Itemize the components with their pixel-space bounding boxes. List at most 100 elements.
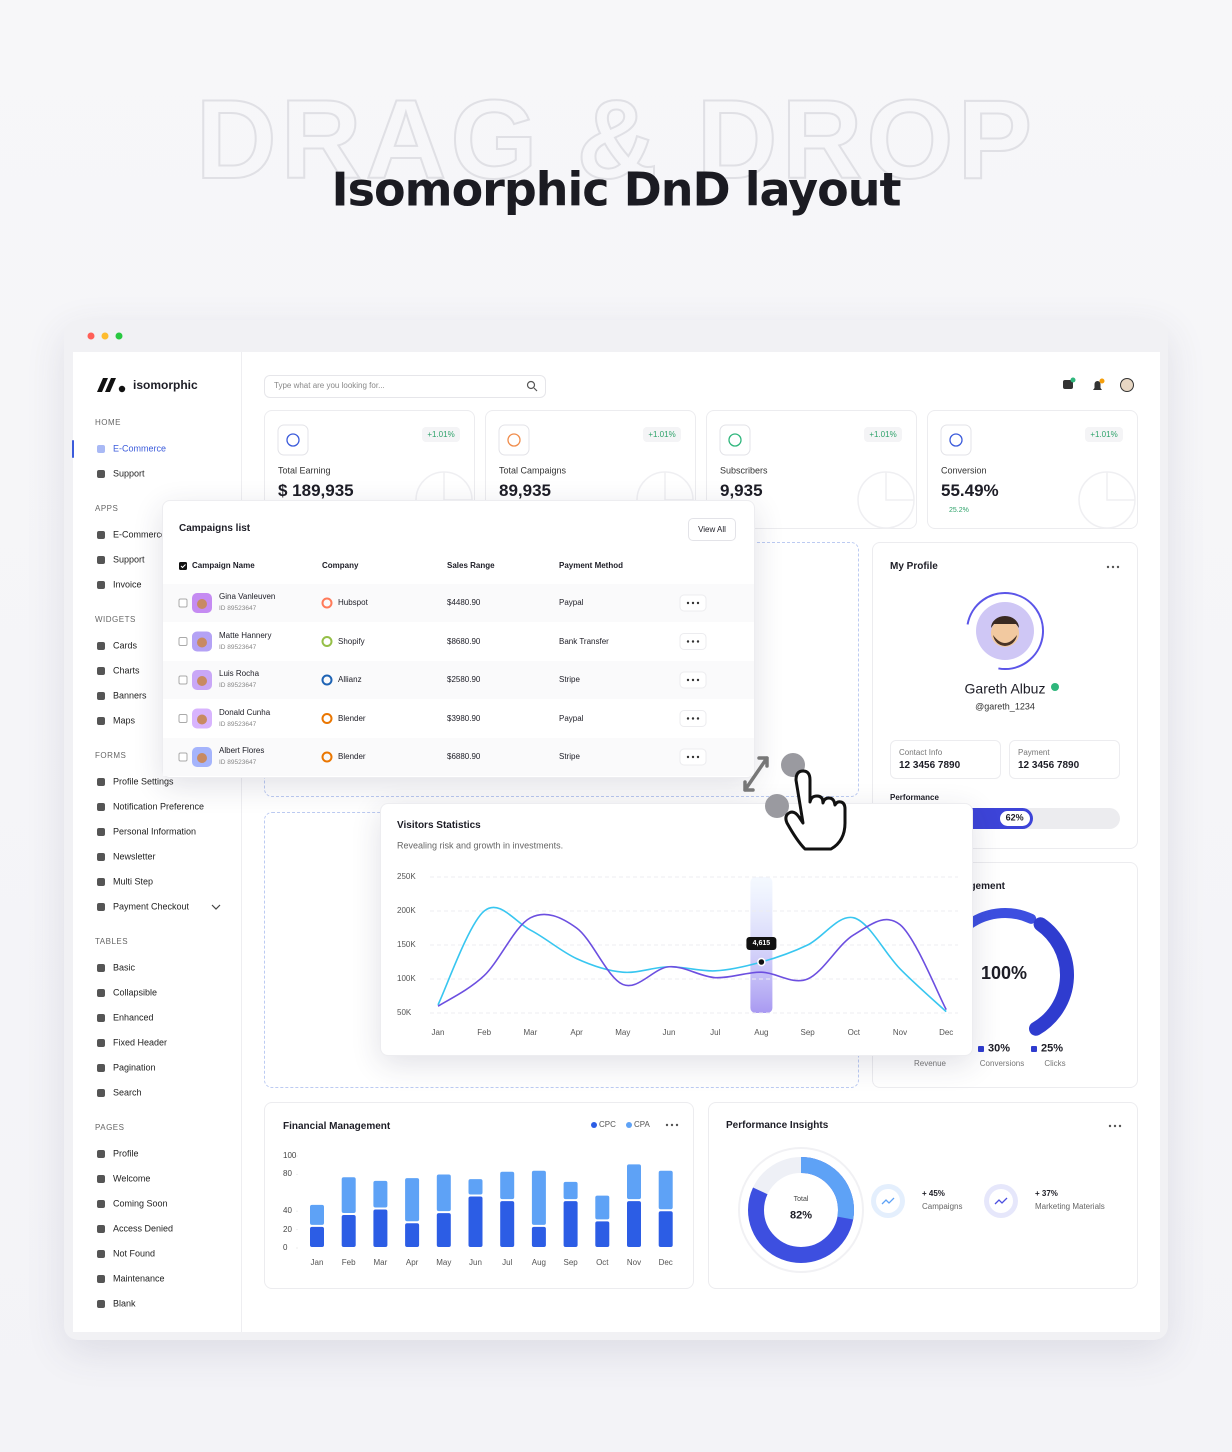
hand bbox=[784, 769, 847, 851]
contact-value: 12 3456 7890 bbox=[1018, 760, 1080, 771]
y-tick-label: 20 bbox=[283, 1224, 292, 1234]
legend-label: CPC bbox=[599, 1120, 616, 1130]
row-bg bbox=[163, 584, 754, 622]
visitors-chart-group bbox=[430, 876, 958, 1014]
nav-item[interactable]: Coming Soon bbox=[113, 1198, 168, 1209]
nav-item[interactable]: Collapsible bbox=[113, 987, 158, 998]
payment-method: Paypal bbox=[559, 598, 584, 608]
bar bbox=[500, 1171, 515, 1200]
nav-item[interactable]: Multi Step bbox=[113, 876, 154, 887]
nav-item[interactable]: Support bbox=[113, 554, 145, 565]
nav-item[interactable]: Blank bbox=[113, 1298, 136, 1309]
nav-item[interactable]: Charts bbox=[113, 665, 140, 676]
nav-icon bbox=[97, 853, 105, 861]
bell-badge bbox=[1099, 378, 1105, 384]
view-all-button[interactable] bbox=[688, 518, 736, 541]
nav-icon bbox=[97, 964, 105, 972]
x-tick-label: Dec bbox=[658, 1258, 673, 1268]
campaign-name: Gina Vanleuven bbox=[219, 592, 276, 602]
more-dot bbox=[696, 601, 700, 605]
more-dot bbox=[686, 717, 690, 720]
bar bbox=[468, 1179, 483, 1195]
visitors-card bbox=[380, 803, 973, 1056]
nav-item[interactable]: Maintenance bbox=[113, 1273, 165, 1284]
financial-chart bbox=[296, 1122, 679, 1249]
more-dot bbox=[691, 640, 695, 643]
stat-value: 89,935 bbox=[499, 480, 551, 500]
row-avatar-face bbox=[197, 599, 207, 609]
gauge-arc bbox=[960, 908, 1037, 933]
more-dot bbox=[1108, 1124, 1112, 1128]
stat-change: +1.01% bbox=[869, 430, 897, 440]
bar bbox=[405, 1178, 420, 1222]
contact-box bbox=[890, 740, 1001, 779]
drag-cursor bbox=[743, 753, 847, 851]
nav-item[interactable]: Access Denied bbox=[113, 1223, 174, 1234]
search-box[interactable] bbox=[264, 375, 546, 398]
nav-item[interactable]: Fixed Header bbox=[113, 1037, 168, 1048]
nav-icon bbox=[97, 1014, 105, 1022]
payment-method: Stripe bbox=[559, 675, 580, 685]
stat-icon-box bbox=[277, 424, 309, 456]
more-dot bbox=[1111, 565, 1115, 569]
nav-item[interactable]: Cards bbox=[113, 640, 138, 651]
logo bbox=[97, 378, 126, 393]
stat-change: +1.01% bbox=[427, 430, 455, 440]
nav-icon bbox=[97, 1300, 105, 1308]
nav-item[interactable]: Search bbox=[113, 1087, 142, 1098]
messages-badge bbox=[1070, 377, 1076, 383]
bar bbox=[310, 1226, 324, 1247]
stat-change: +1.01% bbox=[1090, 430, 1118, 440]
nav-icon bbox=[97, 692, 105, 700]
contact-label: Contact Info bbox=[899, 748, 943, 758]
nav-item[interactable]: Not Found bbox=[113, 1248, 156, 1259]
y-tick-label: 250K bbox=[397, 872, 416, 882]
x-tick-label: Nov bbox=[892, 1028, 908, 1038]
row-checkbox bbox=[178, 714, 188, 723]
sales-range: $6880.90 bbox=[447, 752, 481, 762]
row-avatar-face bbox=[197, 714, 207, 725]
nav-item[interactable]: E-Commerce bbox=[113, 529, 167, 540]
stat-icon bbox=[507, 433, 521, 447]
nav-item[interactable]: E-Commerce bbox=[113, 443, 167, 454]
nav-item[interactable]: Payment Checkout bbox=[113, 901, 190, 912]
more-dot bbox=[686, 678, 690, 682]
campaign-id: ID 89523647 bbox=[219, 720, 257, 728]
header-checkbox bbox=[179, 562, 187, 570]
insights-chart bbox=[738, 1124, 1122, 1273]
logo-group bbox=[97, 378, 126, 393]
nav-icon bbox=[97, 828, 105, 836]
nav-item[interactable]: Basic bbox=[113, 962, 136, 973]
campaigns-title: Campaigns list bbox=[179, 523, 251, 534]
nav-item[interactable]: Support bbox=[113, 468, 145, 479]
nav-section: TABLES bbox=[95, 937, 129, 947]
nav-item[interactable]: Pagination bbox=[113, 1062, 156, 1073]
nav-item[interactable]: Newsletter bbox=[113, 851, 156, 862]
change-badge bbox=[422, 427, 460, 442]
nav-item[interactable]: Personal Information bbox=[113, 826, 197, 837]
nav-item[interactable]: Notification Preference bbox=[113, 801, 205, 812]
view-all-label[interactable]: View All bbox=[698, 525, 726, 535]
drag-cursor-group bbox=[743, 753, 847, 851]
nav-item[interactable]: Profile bbox=[113, 1148, 139, 1159]
window-dot bbox=[101, 332, 109, 340]
stat-icon-box bbox=[498, 424, 530, 456]
nav-item[interactable]: Invoice bbox=[113, 579, 142, 590]
bar bbox=[405, 1223, 420, 1247]
nav-item[interactable]: Profile Settings bbox=[113, 776, 174, 787]
company-name: Allianz bbox=[338, 675, 362, 685]
nav-section: HOME bbox=[95, 418, 121, 428]
verified-badge bbox=[1051, 683, 1059, 691]
nav-item[interactable]: Enhanced bbox=[113, 1012, 154, 1023]
sales-range: $2580.90 bbox=[447, 675, 481, 685]
change-badge bbox=[643, 427, 681, 442]
insight-icon-inner bbox=[876, 1189, 900, 1213]
nav-item[interactable]: Welcome bbox=[113, 1173, 151, 1184]
more-dot bbox=[691, 717, 695, 720]
company-icon bbox=[321, 674, 333, 686]
nav-item[interactable]: Banners bbox=[113, 690, 147, 701]
y-tick-label: 0 bbox=[283, 1243, 288, 1253]
nav-item[interactable]: Maps bbox=[113, 715, 136, 726]
legend-dot bbox=[1031, 1046, 1037, 1052]
highlight-point bbox=[757, 957, 766, 967]
